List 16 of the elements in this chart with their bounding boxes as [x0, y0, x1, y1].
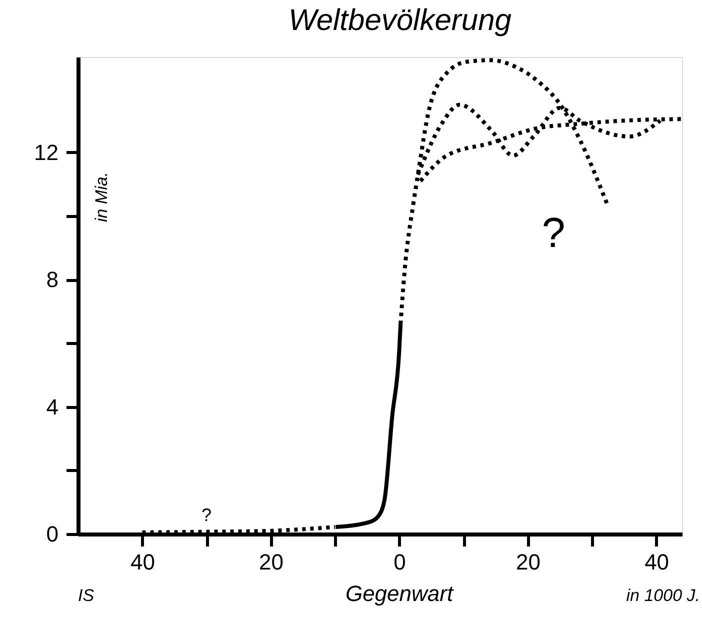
x-tick-label: 40 [644, 550, 670, 574]
y-tick-label: 12 [34, 140, 58, 165]
y-tick-label: 0 [46, 522, 58, 546]
x-tick-label: 20 [516, 550, 541, 574]
annotation: ? [202, 505, 212, 525]
x-tick-label: 0 [394, 550, 406, 574]
annotation: ? [542, 209, 566, 256]
x-tick-label: 20 [259, 550, 284, 574]
text: in 1000 J. [626, 586, 700, 605]
text: IS [78, 586, 95, 605]
x-axis-title: Gegenwart [345, 581, 454, 606]
y-axis-title: in Mia. [92, 172, 111, 222]
chart-title: Weltbevölkerung [288, 4, 512, 37]
x-tick-label: 40 [130, 550, 155, 574]
y-tick-label: 4 [46, 394, 58, 420]
y-tick-label: 8 [46, 267, 58, 292]
